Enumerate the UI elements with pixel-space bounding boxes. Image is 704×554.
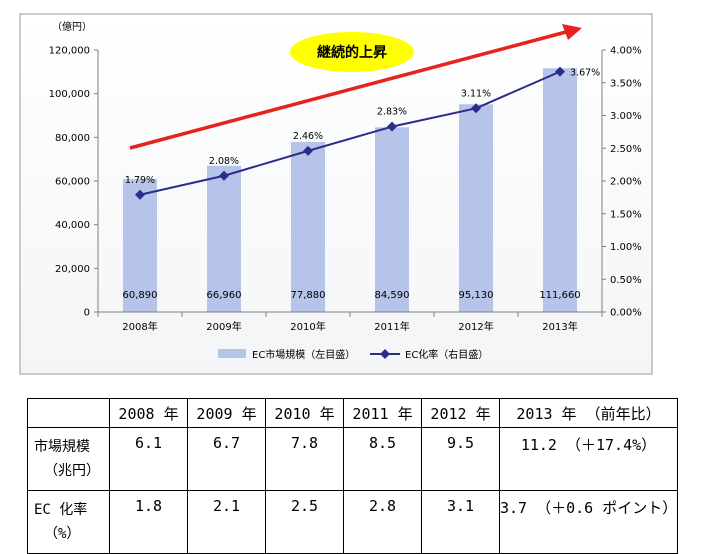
line-point [471,103,481,114]
legend-line-marker [380,349,390,359]
line-value-label: 2.83% [377,107,407,118]
table-cell: 9.5 [421,427,500,491]
y-right-tick-label: 3.00% [610,111,642,122]
table-header-cell [27,398,110,428]
legend-bar-swatch [218,349,246,358]
bar-value-label: 60,890 [123,290,158,301]
y-right-tick-label: 3.50% [610,78,642,89]
ec-rate-line [139,70,561,196]
table-header-cell: 2013 年 （前年比） [499,398,678,428]
x-tick-label: 2010年 [290,320,325,333]
bar-value-label: 84,590 [375,290,410,301]
y-right-tick-label: 0.50% [610,275,642,286]
x-tick-label: 2012年 [458,320,493,333]
y-left-tick-label: 20,000 [55,264,90,275]
y-left-tick-label: 40,000 [55,220,90,231]
row-label-text: 市場規模 [34,439,90,455]
row-label: EC 化率 （%） [27,490,110,554]
y-left-axis-title: （億円） [52,20,92,33]
line-point [135,189,145,200]
table-cell: 2.1 [187,490,266,554]
line-value-label: 2.08% [209,156,239,167]
line-point [555,66,565,77]
y-right-tick-label: 2.50% [610,144,642,155]
table-header-row: 2008 年 2009 年 2010 年 2011 年 2012 年 2013 … [27,398,678,428]
table-header-cell: 2012 年 [421,398,500,428]
bar [207,165,241,312]
bar [459,104,493,312]
table-cell: 6.7 [187,427,266,491]
x-tick-label: 2011年 [374,320,409,333]
table-row: 市場規模 （兆円） 6.1 6.7 7.8 8.5 9.5 11.2 （＋17.… [27,427,678,491]
row-unit-text: （兆円） [44,463,100,479]
x-tick-label: 2008年 [122,320,157,333]
y-left-tick-label: 100,000 [49,89,90,100]
line-value-label: 3.67% [570,68,600,79]
table-cell: 8.5 [343,427,422,491]
y-right-tick-label: 4.00% [610,46,642,57]
row-unit-text: （%） [44,526,81,542]
y-right-tick-label: 1.50% [610,209,642,220]
y-right-tick-label: 1.00% [610,242,642,253]
table-cell: 2.8 [343,490,422,554]
line-value-label: 1.79% [125,175,155,186]
line-point [387,121,397,132]
row-label-text: EC 化率 [34,502,88,518]
x-tick-label: 2009年 [206,320,241,333]
trend-arrow-shaft [129,30,567,150]
chart: 60,890 66,960 77,880 84,590 95,130 111,660 1.7… [19,13,653,375]
bar-value-label: 77,880 [291,290,326,301]
table-row: EC 化率 （%） 1.8 2.1 2.5 2.8 3.1 3.7 （＋0.6 … [27,490,678,554]
y-left-tick-label: 0 [84,308,90,319]
table-cell: 3.1 [421,490,500,554]
table-cell: 1.8 [109,490,188,554]
trend-arrow-head [562,24,582,40]
line-point [303,145,313,156]
table-cell: 2.5 [265,490,344,554]
bar-value-label: 66,960 [207,290,242,301]
bar [375,127,409,313]
bar [543,68,577,312]
y-left-tick-label: 120,000 [49,46,90,57]
table-cell: 6.1 [109,427,188,491]
table-header-cell: 2009 年 [187,398,266,428]
y-right-tick-label: 2.00% [610,177,642,188]
table-cell: 11.2 （＋17.4%） [499,427,678,491]
y-right-tick-label: 0.00% [610,308,642,319]
legend-bar-label: EC市場規模（左目盛） [252,348,355,361]
y-left-tick-label: 80,000 [55,133,90,144]
table-header-cell: 2008 年 [109,398,188,428]
x-tick-label: 2013年 [542,320,577,333]
y-left-tick-label: 60,000 [55,177,90,188]
bar-value-label: 111,660 [539,290,580,301]
bar [123,179,157,312]
summary-table: 2008 年 2009 年 2010 年 2011 年 2012 年 2013 … [27,398,678,554]
bar-value-label: 95,130 [459,290,494,301]
legend-line-label: EC化率（右目盛） [405,348,488,361]
row-label: 市場規模 （兆円） [27,427,110,491]
table-cell: 7.8 [265,427,344,491]
table-header-cell: 2011 年 [343,398,422,428]
table-cell: 3.7 （＋0.6 ポイント） [499,490,678,554]
bar [291,141,325,312]
line-point [219,170,229,181]
line-value-label: 3.11% [461,88,491,99]
annotation-badge [290,32,414,72]
table-header-cell: 2010 年 [265,398,344,428]
annotation-text: 継続的上昇 [317,44,387,61]
line-value-label: 2.46% [293,131,323,142]
